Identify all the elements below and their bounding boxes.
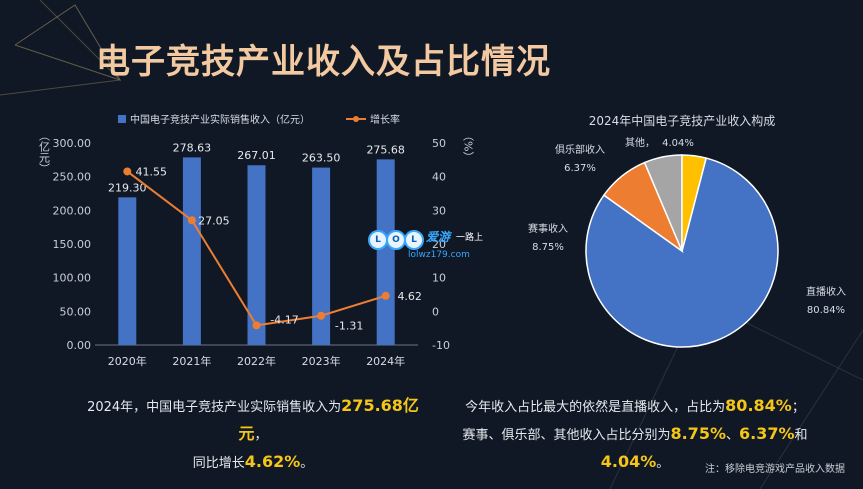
watermark-brand: 爱游 (426, 230, 451, 244)
summary-left: 2024年，中国电子竞技产业实际销售收入为275.68亿元， 同比增长4.62%… (78, 393, 428, 477)
summary-right-text-4: 。 (656, 456, 670, 471)
right-tick-label: 20 (432, 238, 446, 251)
pie-label-value-2: 6.37% (564, 163, 596, 174)
left-tick-label: 250.00 (53, 171, 92, 184)
category-label-3: 2023年 (302, 354, 341, 368)
pie-label-name-1: 赛事收入 (528, 222, 568, 235)
source-note: 注：移除电竞游戏产品收入数据 (705, 464, 845, 475)
growth-label-0: 41.55 (136, 165, 168, 178)
category-label-1: 2021年 (172, 354, 211, 368)
growth-label-3: -1.31 (335, 320, 363, 333)
left-tick-label: 50.00 (60, 305, 92, 318)
watermark: L O L 爱游 一路上 lolwz179.com (368, 228, 498, 268)
watermark-ball-2: O (386, 230, 406, 250)
growth-point-3 (317, 311, 326, 320)
combo-chart: 0.00 50.00 100.00 150.00 200.00 250.00 300.00 -… (38, 113, 475, 368)
left-tick-label: 200.00 (53, 204, 92, 217)
summary-left-text-2: ， (254, 428, 268, 443)
pie-label-value-0: 80.84% (807, 305, 845, 316)
watermark-tag: 一路上 (456, 233, 484, 243)
summary-right-text-2: ； (791, 400, 805, 415)
right-tick-label: 50 (432, 137, 446, 150)
summary-right-sep-1: 、 (725, 428, 739, 443)
page-title: 电子竞技产业收入及占比情况 (96, 42, 551, 82)
bar-label-0: 219.30 (108, 181, 147, 194)
bar-3 (312, 167, 331, 345)
growth-point-1 (187, 216, 196, 225)
pie-title: 2024年中国电子竞技产业收入构成 (589, 113, 776, 128)
bar-label-1: 278.63 (173, 141, 212, 154)
pie-label-name-0: 直播收入 (806, 285, 846, 298)
bar-label-3: 263.50 (302, 152, 341, 165)
pie-slice-3 (681, 154, 708, 252)
watermark-ball-1: L (368, 230, 388, 250)
growth-label-1: 27.05 (198, 214, 230, 227)
pie-label-name-2: 俱乐部收入 (555, 143, 605, 156)
growth-point-0 (123, 167, 132, 176)
summary-right-club-share: 6.37% (739, 424, 795, 443)
right-axis-label: （%） (462, 130, 475, 162)
pie-slice-0 (585, 157, 779, 348)
growth-point-4 (381, 291, 390, 300)
summary-right-text-3: 赛事、俱乐部、其他收入占比分别为 (462, 428, 671, 443)
category-label-4: 2024年 (366, 354, 405, 368)
growth-label-4: 4.62 (397, 290, 422, 303)
left-tick-label: 150.00 (53, 238, 92, 251)
right-tick-label: 40 (432, 171, 446, 184)
bar-4 (376, 159, 395, 345)
summary-left-growth: 4.62% (244, 452, 301, 471)
left-tick-label: 0.00 (67, 339, 92, 352)
summary-right-event-share: 8.75% (670, 424, 726, 443)
pie-label-name-3: 其他， (625, 136, 655, 149)
bar-2 (247, 165, 266, 345)
right-tick-label: -10 (432, 339, 450, 352)
summary-right-text-1: 今年收入占比最大的依然是直播收入，占比为 (465, 400, 726, 415)
right-tick-label: 0 (432, 305, 439, 318)
summary-right-other-share: 4.04% (600, 452, 657, 471)
growth-point-2 (252, 321, 261, 330)
summary-left-text-4: 。 (300, 456, 314, 471)
legend-label-line: 增长率 (370, 113, 400, 126)
left-tick-label: 100.00 (53, 272, 92, 285)
left-axis-label: （亿元） (38, 130, 51, 174)
legend-label-bar: 中国电子竞技产业实际销售收入（亿元） (130, 113, 310, 126)
bar-0 (118, 197, 137, 345)
category-label-0: 2020年 (108, 354, 147, 368)
summary-right: 今年收入占比最大的依然是直播收入，占比为80.84%； 赛事、俱乐部、其他收入占… (435, 393, 835, 477)
pie-label-value-3: 4.04% (662, 138, 694, 149)
right-tick-label: 10 (432, 272, 446, 285)
summary-left-text-1: 2024年，中国电子竞技产业实际销售收入为 (87, 400, 342, 415)
bar-label-4: 275.68 (366, 143, 405, 156)
summary-left-text-3: 同比增长 (192, 456, 245, 471)
pie-label-value-1: 8.75% (532, 242, 564, 253)
summary-right-sep-2: 和 (794, 428, 808, 443)
right-tick-label: 30 (432, 204, 446, 217)
watermark-ball-3: L (404, 230, 424, 250)
legend-swatch-bar (118, 115, 126, 123)
left-tick-label: 300.00 (53, 137, 92, 150)
summary-right-live-share: 80.84% (725, 396, 792, 415)
bar-1 (182, 157, 201, 345)
category-label-2: 2022年 (237, 354, 276, 368)
legend-marker-line (353, 116, 359, 122)
bar-label-2: 267.01 (237, 149, 276, 162)
watermark-url: lolwz179.com (408, 250, 470, 260)
growth-label-2: -4.17 (270, 313, 298, 326)
summary-left-revenue: 275.68亿元 (238, 396, 419, 443)
